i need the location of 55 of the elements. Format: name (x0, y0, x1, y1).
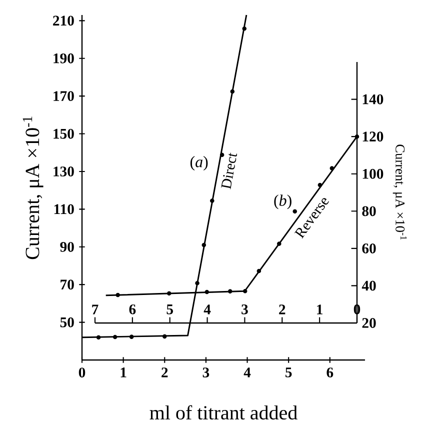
x-tick-label: 2 (279, 304, 286, 314)
point (242, 26, 247, 31)
x-tick-label: 6 (326, 368, 334, 378)
y-tick-label: 50 (60, 317, 74, 328)
y-tick-label: 150 (54, 128, 74, 139)
y-tick-label: 60 (362, 243, 376, 254)
x-tick-label: 6 (129, 304, 136, 314)
point (330, 166, 334, 170)
y-tick-label: 40 (362, 280, 376, 291)
point (112, 334, 118, 340)
point (277, 242, 282, 246)
y-tick-label: 90 (60, 242, 74, 252)
point (230, 89, 235, 94)
x-tick-label: 5 (166, 304, 173, 314)
y-tick-label: 210 (53, 16, 74, 26)
x-tick-label: 2 (162, 368, 168, 378)
x-tick-label: 3 (242, 304, 248, 314)
annotation: (a) (190, 156, 208, 171)
y-tick-label: 80 (362, 206, 376, 216)
point (318, 182, 322, 188)
y-axis-title: Current, μA ×10$^{-1}$ (22, 116, 44, 260)
y-tick-label: 140 (362, 94, 384, 104)
y-tick-label: 100 (362, 168, 384, 179)
y-tick-label: 110 (54, 204, 74, 214)
point (210, 198, 214, 203)
point (162, 334, 167, 339)
point (228, 289, 232, 294)
y-tick-label: 190 (54, 53, 74, 64)
x-tick-label: 4 (244, 368, 251, 378)
y-tick-label: 20 (362, 318, 376, 328)
x-tick-label: 5 (286, 368, 292, 378)
point (96, 335, 101, 340)
y-tick-label: 120 (362, 132, 384, 142)
x-tick-label: 3 (202, 368, 210, 378)
x-tick-label: 4 (204, 304, 211, 314)
point (166, 291, 172, 296)
point (129, 334, 134, 339)
point (202, 242, 206, 248)
point (242, 288, 248, 294)
point (354, 134, 360, 139)
x-tick-label: 1 (317, 304, 322, 314)
point (204, 290, 210, 294)
y-tick-label: 170 (54, 91, 74, 102)
x-tick-label: 7 (92, 304, 98, 314)
y-axis-title: Current, μA ×10$^{-1}$ (392, 144, 407, 240)
point (256, 268, 262, 274)
annotation: (b) (274, 194, 292, 210)
point (116, 292, 120, 298)
text: Direct (221, 152, 237, 190)
x-tick-label: 1 (120, 368, 126, 378)
x-tick-label: 0 (78, 368, 86, 378)
y-tick-label: 130 (54, 166, 74, 176)
x-axis-title: ml of titrant added (150, 405, 298, 420)
point (195, 280, 200, 286)
y-tick-label: 70 (60, 280, 74, 290)
